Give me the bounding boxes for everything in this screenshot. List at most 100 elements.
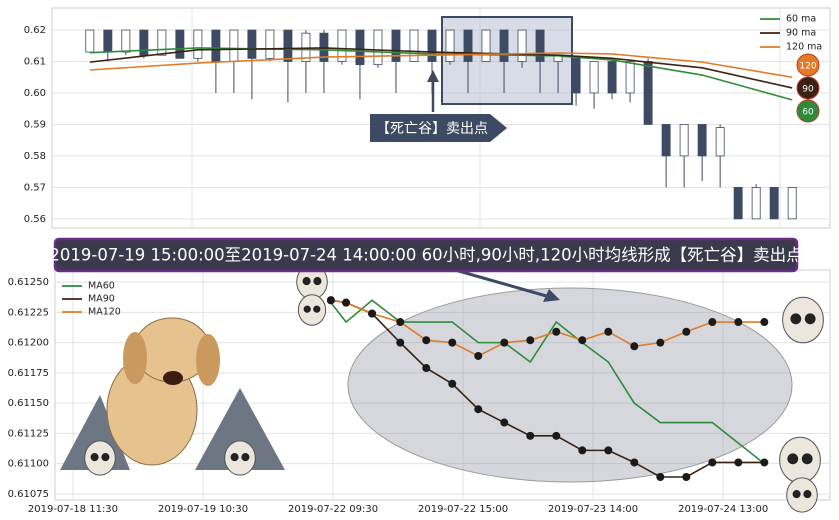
point xyxy=(448,338,457,347)
banner-box xyxy=(53,237,799,273)
skull xyxy=(224,440,256,476)
y-tick-label: 0.57 xyxy=(24,182,46,193)
y-tick-label: 0.61250 xyxy=(8,277,49,288)
point xyxy=(422,364,431,373)
point xyxy=(708,318,717,327)
y-tick-label: 0.61225 xyxy=(8,307,49,318)
y-tick-label: 0.61075 xyxy=(8,489,49,500)
point xyxy=(630,458,639,467)
legend-label: MA90 xyxy=(88,294,115,305)
y-tick-label: 0.62 xyxy=(24,25,46,36)
skull-eye xyxy=(790,313,802,325)
dog-ear xyxy=(196,334,220,386)
candle-body xyxy=(499,29,509,62)
skull xyxy=(779,436,821,484)
candle-body xyxy=(85,29,95,53)
bottom-chart: 0.61075 0.61100 0.61125 0.61150 0.61175 0.612… xyxy=(8,264,831,515)
point xyxy=(578,336,587,345)
candle-body xyxy=(481,29,491,62)
point xyxy=(682,327,691,336)
candle-body xyxy=(463,29,473,62)
point xyxy=(474,351,483,360)
candle-body xyxy=(571,57,581,94)
skull-eye xyxy=(801,453,813,465)
ma-line xyxy=(330,299,765,465)
legend-label: MA120 xyxy=(88,307,121,318)
x-tick-label: 2019-07-22 15:00 xyxy=(418,504,508,515)
skull xyxy=(297,294,327,326)
skull-eye xyxy=(230,453,239,462)
candle-body xyxy=(229,29,239,62)
skull-eye xyxy=(804,313,816,325)
legend-label: 120 ma xyxy=(786,42,822,53)
dog-ear xyxy=(123,332,147,384)
mountain xyxy=(195,388,285,470)
candle-body xyxy=(409,29,419,62)
skull-eye xyxy=(313,305,321,313)
point xyxy=(734,458,743,467)
candle-body xyxy=(643,61,653,125)
annotation-box xyxy=(370,114,507,142)
candle-body xyxy=(373,29,383,66)
candle-body xyxy=(661,124,671,157)
annotation-text: 【死亡谷】卖出点 xyxy=(376,121,488,137)
y-tick-label: 0.61150 xyxy=(8,398,49,409)
candle-body xyxy=(769,186,779,220)
x-tick-label: 2019-07-23 14:00 xyxy=(548,504,638,515)
badge xyxy=(796,76,820,100)
point xyxy=(656,338,665,347)
point xyxy=(630,342,639,351)
legend-label: 90 ma xyxy=(786,28,816,39)
y-tick-label: 0.59 xyxy=(24,119,46,130)
point xyxy=(526,431,535,440)
candle-body xyxy=(697,124,707,157)
badge-label: 90 xyxy=(802,85,814,95)
candle-body xyxy=(157,29,167,56)
skull-eye xyxy=(302,277,311,286)
skull xyxy=(84,440,116,476)
candle-body xyxy=(535,29,545,62)
point xyxy=(342,298,351,307)
point xyxy=(422,336,431,345)
point xyxy=(474,405,483,414)
skull-eye xyxy=(803,490,812,499)
x-tick-label: 2019-07-24 13:00 xyxy=(678,504,768,515)
dog-mouth xyxy=(163,371,183,385)
point xyxy=(396,318,405,327)
candle-body xyxy=(247,29,257,59)
candle-body xyxy=(391,29,401,62)
badge xyxy=(796,53,820,77)
ma-line xyxy=(89,52,793,79)
candle-body xyxy=(139,29,149,56)
point xyxy=(682,473,691,481)
y-tick-label: 0.61 xyxy=(24,57,46,68)
skull-eye xyxy=(241,453,250,462)
candle-body xyxy=(679,124,689,157)
y-tick-label: 0.58 xyxy=(24,151,46,162)
point xyxy=(604,327,613,336)
ma-line xyxy=(330,299,765,357)
ma-line xyxy=(330,299,765,478)
top-chart: 0.56 0.57 0.58 0.59 0.60 0.61 0.62 60 ma 90 ma 12… xyxy=(24,7,831,229)
skull xyxy=(782,296,824,344)
candle-body xyxy=(517,29,527,62)
point xyxy=(500,418,509,427)
y-tick-label: 0.61200 xyxy=(8,338,49,349)
point xyxy=(552,431,561,440)
legend-label: MA60 xyxy=(88,281,115,292)
y-tick-label: 0.61125 xyxy=(8,428,49,439)
candle-body xyxy=(715,127,725,157)
point xyxy=(500,338,509,347)
banner-arrow xyxy=(454,268,551,299)
banner-text: 2019-07-19 15:00:00至2019-07-24 14:00:00 … xyxy=(49,246,802,265)
skull-eye xyxy=(313,277,322,286)
point xyxy=(526,336,535,345)
candle-body xyxy=(787,186,797,220)
candle-body xyxy=(211,29,221,62)
x-tick-label: 2019-07-22 09:30 xyxy=(288,504,378,515)
point xyxy=(760,318,769,327)
point xyxy=(708,458,717,467)
y-tick-label: 0.61100 xyxy=(8,459,49,470)
y-tick-label: 0.61175 xyxy=(8,368,49,379)
